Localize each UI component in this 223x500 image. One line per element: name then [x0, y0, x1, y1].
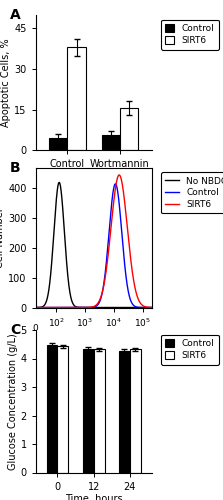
Text: 0: 0 — [33, 324, 39, 334]
Y-axis label: Glucose Concentration (g/L): Glucose Concentration (g/L) — [8, 333, 18, 469]
X-axis label: Glucose (2NDBG): Glucose (2NDBG) — [51, 332, 136, 342]
Bar — [49, 138, 67, 150]
Legend: Control, SIRT6: Control, SIRT6 — [161, 20, 219, 50]
Text: B: B — [10, 160, 21, 174]
Legend: Control, SIRT6: Control, SIRT6 — [161, 334, 219, 364]
Bar — [47, 345, 58, 472]
Bar — [58, 346, 68, 472]
Bar — [120, 108, 138, 150]
Y-axis label: Cell Number: Cell Number — [0, 207, 5, 268]
Legend: No NBDG, Control, SIRT6: No NBDG, Control, SIRT6 — [161, 172, 223, 214]
Bar — [130, 350, 141, 472]
Text: A: A — [10, 8, 21, 22]
Bar — [94, 349, 105, 472]
Bar — [119, 351, 130, 472]
Y-axis label: Apoptotic Cells, %: Apoptotic Cells, % — [2, 38, 12, 127]
Bar — [83, 348, 94, 472]
X-axis label: Time, hours: Time, hours — [65, 494, 122, 500]
Text: C: C — [10, 323, 21, 337]
Bar — [101, 135, 120, 150]
Bar — [67, 48, 86, 150]
